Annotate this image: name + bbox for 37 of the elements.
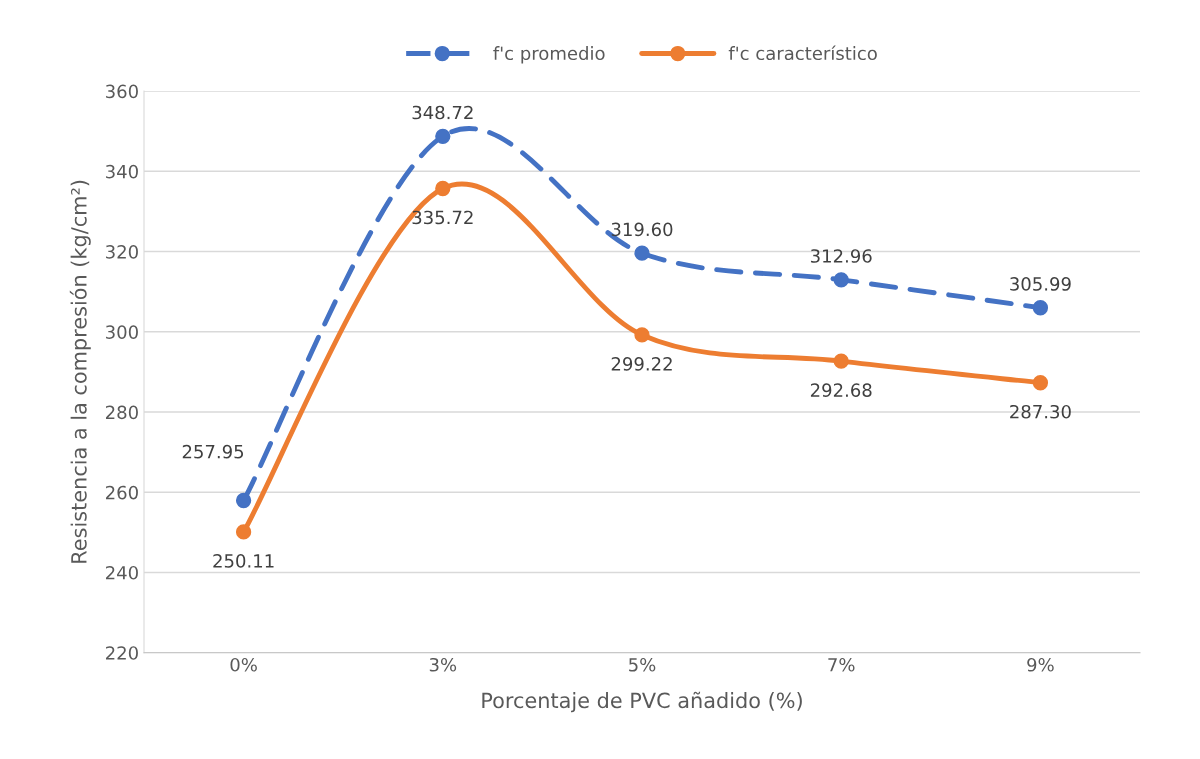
- data-label: 319.60: [611, 222, 673, 237]
- x-axis-title: Porcentaje de PVC añadido (%): [482, 691, 802, 713]
- y-tick-label: 280: [106, 405, 138, 420]
- point: [435, 180, 451, 197]
- legend-label: f'c característico: [728, 45, 877, 61]
- data-label: 250.11: [213, 554, 274, 568]
- x-tick-label: 0%: [230, 657, 257, 672]
- point: [1032, 300, 1049, 316]
- y-tick-label: 260: [106, 485, 138, 500]
- y-tick-label: 320: [106, 245, 138, 259]
- y-tick-label: 360: [106, 84, 138, 99]
- point: [235, 492, 252, 509]
- y-tick-label: 220: [106, 646, 138, 660]
- data-label: 287.30: [1010, 404, 1071, 419]
- data-label: 257.95: [182, 444, 244, 459]
- y-tick-label: 340: [106, 164, 138, 179]
- data-label: 299.22: [611, 357, 672, 371]
- point: [634, 327, 650, 343]
- x-tick-label: 5%: [629, 657, 656, 672]
- y-tick-label: 240: [106, 565, 138, 580]
- point: [833, 353, 849, 369]
- x-tick-label: 7%: [828, 657, 855, 672]
- data-label: 292.68: [810, 383, 872, 397]
- data-label: 305.99: [1010, 277, 1071, 291]
- x-tick-label: 3%: [429, 657, 457, 672]
- point: [235, 524, 252, 540]
- point: [833, 272, 849, 288]
- legend-label: f'c promedio: [493, 46, 605, 64]
- x-tick-label: 9%: [1027, 657, 1054, 672]
- y-axis-title: Resistencia a la compresión (kg/cm²): [69, 180, 91, 563]
- data-label: 312.96: [810, 249, 872, 263]
- point: [435, 128, 451, 144]
- y-tick-label: 300: [106, 325, 138, 339]
- data-label: 335.72: [412, 210, 473, 225]
- data-label: 348.72: [412, 105, 473, 120]
- point: [1032, 375, 1049, 391]
- point: [634, 245, 650, 261]
